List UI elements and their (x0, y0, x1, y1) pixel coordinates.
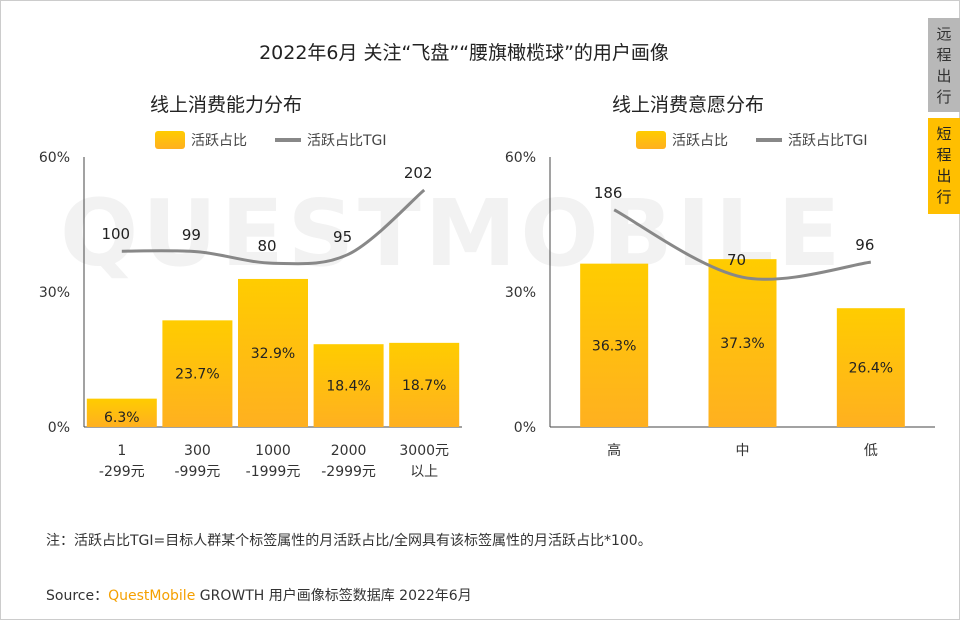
bar (580, 263, 649, 427)
legend-label: 活跃占比TGI (307, 133, 387, 149)
legend-label: 活跃占比TGI (788, 133, 868, 149)
y-tick-label: 30% (39, 285, 70, 301)
x-tick-label: 高 (607, 442, 621, 459)
source: Source：QuestMobile GROWTH 用户画像标签数据库 2022… (46, 585, 472, 605)
legend-label: 活跃占比 (191, 133, 247, 149)
page-title: 2022年6月 关注“飞盘”“腰旗橄榄球”的用户画像 (259, 42, 669, 64)
legend-bar-swatch (636, 131, 666, 149)
bar (86, 398, 157, 427)
tgi-data-label: 202 (404, 164, 433, 182)
bar-data-label: 32.9% (251, 346, 295, 362)
x-tick-label: -2999元 (321, 464, 376, 480)
tgi-data-label: 70 (727, 251, 746, 269)
tgi-data-label: 99 (182, 226, 201, 244)
chart2-legend: 活跃占比 活跃占比TGI (636, 130, 868, 150)
tgi-data-label: 186 (594, 184, 623, 202)
tgi-line (613, 208, 872, 281)
tgi-data-label: 100 (101, 225, 130, 243)
footnote: 注：活跃占比TGI=目标人群某个标签属性的月活跃占比/全网具有该标签属性的月活跃… (46, 533, 652, 549)
chart1-legend: 活跃占比 活跃占比TGI (155, 130, 387, 150)
chart2-title: 线上消费意愿分布 (612, 94, 765, 116)
x-tick-label: 1000 (255, 443, 291, 459)
x-tick-label: 1 (117, 443, 126, 459)
tgi-data-label: 96 (855, 236, 874, 254)
x-tick-label: 低 (864, 443, 878, 459)
bar (708, 259, 777, 427)
tgi-data-label: 95 (333, 228, 352, 246)
source-brand: QuestMobile (108, 588, 196, 604)
bar (389, 342, 460, 427)
tab-remote-travel[interactable]: 远程出行 (928, 18, 960, 112)
bar (162, 320, 233, 427)
bar (238, 278, 308, 427)
bar (836, 308, 905, 427)
legend-line-swatch (275, 138, 301, 142)
bar-data-label: 23.7% (175, 367, 219, 383)
legend-line-swatch (756, 138, 782, 142)
tgi-data-label: 80 (257, 237, 276, 255)
bar (313, 344, 384, 427)
y-tick-label: 30% (505, 285, 536, 301)
y-tick-label: 0% (48, 420, 70, 436)
source-prefix: Source： (46, 588, 109, 604)
bar-data-label: 6.3% (104, 410, 140, 426)
legend-label: 活跃占比 (672, 133, 728, 149)
x-tick-label: 3000元 (399, 443, 449, 459)
y-tick-label: 0% (514, 420, 536, 436)
chart1-title: 线上消费能力分布 (150, 94, 303, 116)
y-tick-label: 60% (505, 150, 536, 166)
x-tick-label: -299元 (99, 464, 145, 480)
tab-short-travel[interactable]: 短程出行 (928, 118, 960, 214)
x-tick-label: 2000 (331, 443, 367, 459)
bar-data-label: 26.4% (849, 361, 893, 377)
x-tick-label: 300 (184, 443, 211, 459)
x-tick-label: 中 (736, 443, 750, 459)
source-text: GROWTH 用户画像标签数据库 2022年6月 (195, 588, 472, 604)
bar-data-label: 18.7% (402, 378, 446, 394)
bar-data-label: 18.4% (326, 379, 370, 395)
bar-data-label: 36.3% (592, 338, 636, 354)
y-tick-label: 60% (39, 150, 70, 166)
x-tick-label: 以上 (410, 464, 438, 480)
tgi-line (121, 188, 426, 266)
x-tick-label: -1999元 (246, 464, 301, 480)
bar-data-label: 37.3% (720, 336, 764, 352)
x-tick-label: -999元 (175, 464, 221, 480)
legend-bar-swatch (155, 131, 185, 149)
